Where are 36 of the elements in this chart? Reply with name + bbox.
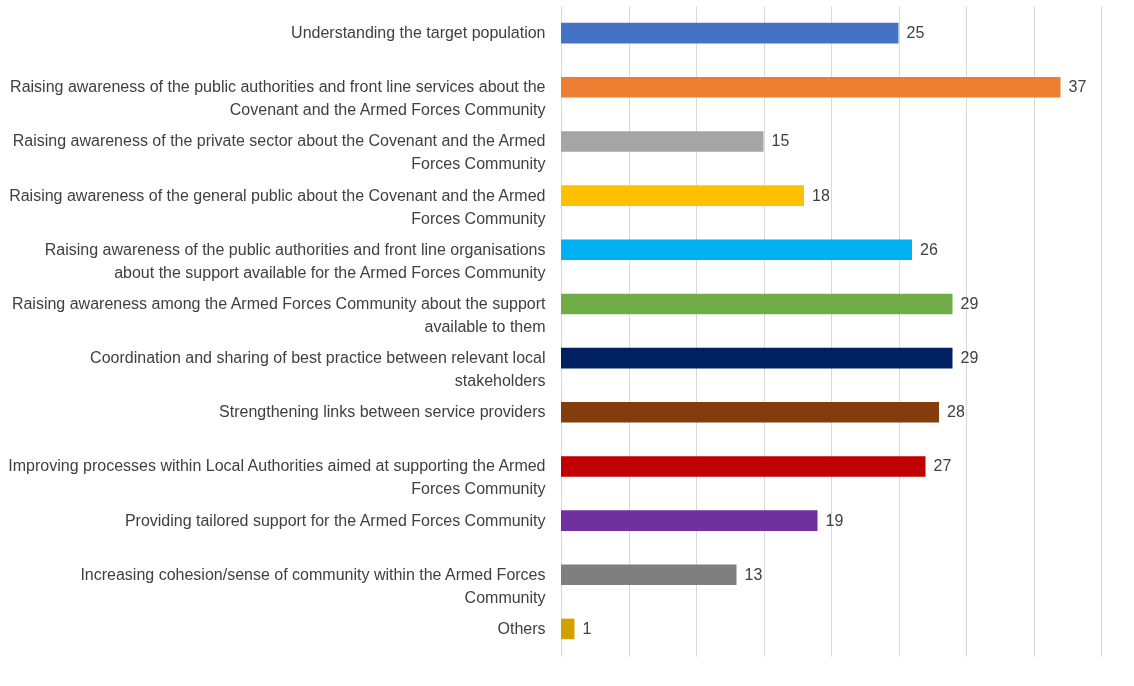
- y-tick-label: Others: [497, 619, 546, 637]
- y-tick-label: Raising awareness of the public authorities and front line organisations about the support available for the Armed Forces Community: [44, 240, 546, 281]
- bar: [561, 618, 575, 640]
- bar: [561, 239, 912, 261]
- data-label: 37: [1068, 78, 1087, 96]
- data-label: 28: [947, 403, 965, 421]
- y-tick-label: Raising awareness among the Armed Forces Community about the support available to them: [11, 294, 547, 335]
- bar: [561, 510, 818, 531]
- data-label: 29: [960, 294, 979, 312]
- data-label: 18: [812, 186, 830, 204]
- bar: [561, 185, 804, 206]
- bar: [561, 293, 953, 315]
- bar: [561, 347, 953, 369]
- y-tick-label: Providing tailored support for the Armed Forces Community: [124, 511, 546, 529]
- y-tick-label: Coordination and sharing of best practice between relevant local stakeholders: [90, 349, 546, 390]
- y-tick-label: Raising awareness of the general public about the Covenant and the Armed Forces Community: [9, 186, 546, 227]
- bar: [561, 456, 926, 477]
- data-label: 15: [771, 132, 790, 150]
- y-tick-label: Increasing cohesion/sense of community within the Armed Forces Community: [80, 565, 546, 606]
- data-label: 1: [582, 619, 592, 637]
- bar: [561, 76, 1061, 98]
- data-label: 19: [825, 511, 844, 529]
- data-label: 13: [744, 565, 763, 583]
- bar: [561, 22, 899, 44]
- y-tick-label: Understanding the target population: [291, 24, 546, 42]
- y-tick-label: Raising awareness of the public authorities and front line services about the Covenant and the Armed Forces Community: [10, 78, 546, 119]
- data-label: 26: [920, 240, 938, 258]
- bar: [561, 131, 764, 152]
- bar: [561, 401, 939, 423]
- y-tick-label: Raising awareness of the private sector about the Covenant and the Armed Forces Community: [12, 132, 546, 173]
- data-label: 25: [906, 24, 925, 42]
- data-label: 27: [933, 457, 952, 475]
- y-tick-label: Strengthening links between service providers: [219, 403, 546, 421]
- y-tick-label: Improving processes within Local Authorities aimed at supporting the Armed Forces Community: [8, 457, 546, 498]
- bar: [561, 564, 737, 586]
- data-label: 29: [960, 349, 979, 367]
